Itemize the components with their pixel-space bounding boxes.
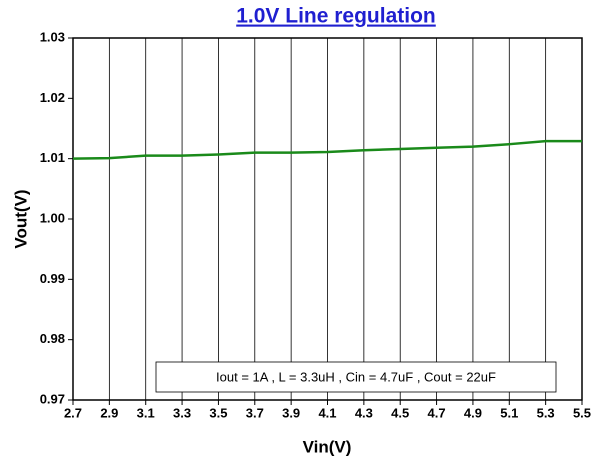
plot-frame <box>72 37 583 401</box>
y-tick-label: 0.99 <box>40 271 65 286</box>
x-tick-label: 3.1 <box>137 405 155 420</box>
data-line <box>72 139 582 160</box>
x-tick-label: 3.5 <box>209 405 227 420</box>
y-axis-label: Vout(V) <box>11 189 30 248</box>
x-tick-label: 3.7 <box>246 405 264 420</box>
x-tick-label: 2.7 <box>64 405 82 420</box>
chart-title: 1.0V Line regulation <box>236 5 436 28</box>
x-tick-label: 4.7 <box>428 405 446 420</box>
annotation: Iout = 1A , L = 3.3uH , Cin = 4.7uF , Co… <box>216 369 496 384</box>
x-tick-label: 4.1 <box>318 405 336 420</box>
x-axis-label: Vin(V) <box>303 437 352 456</box>
y-tick-label: 1.00 <box>40 210 65 225</box>
y-tick-label: 1.02 <box>40 90 65 105</box>
y-tick-label: 1.03 <box>40 29 65 44</box>
x-tick-label: 5.5 <box>573 405 591 420</box>
x-tick-label: 5.3 <box>537 405 555 420</box>
y-tick-label: 0.98 <box>40 331 65 346</box>
x-tick-label: 3.3 <box>173 405 191 420</box>
y-tick-label: 0.97 <box>40 391 65 406</box>
x-tick-label: 4.5 <box>391 405 409 420</box>
x-tick-label: 3.9 <box>282 405 300 420</box>
y-tick-label: 1.01 <box>40 150 65 165</box>
x-tick-label: 4.3 <box>355 405 373 420</box>
x-tick-label: 4.9 <box>464 405 482 420</box>
x-tick-label: 2.9 <box>100 405 118 420</box>
x-tick-label: 5.1 <box>500 405 518 420</box>
annotation-box <box>155 361 557 393</box>
